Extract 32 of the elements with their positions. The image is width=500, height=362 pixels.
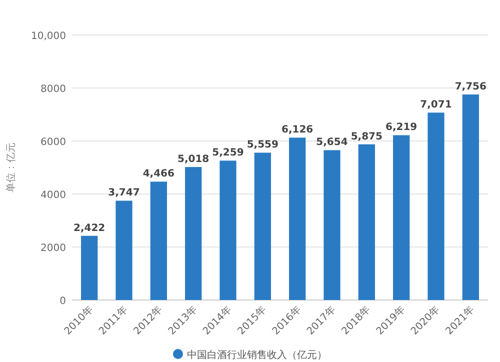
y-tick-label: 4000 (40, 190, 66, 201)
bar (358, 144, 375, 300)
y-tick-label: 10,000 (31, 31, 66, 42)
data-label: 5,654 (316, 137, 348, 148)
bar (254, 152, 271, 300)
y-tick-label: 0 (60, 296, 66, 307)
data-label: 6,126 (282, 124, 314, 136)
bar (185, 167, 202, 300)
y-tick-label: 6000 (40, 137, 66, 148)
data-label: 3,747 (108, 188, 140, 199)
data-label: 5,018 (178, 154, 210, 166)
y-tick-label: 2000 (40, 243, 66, 254)
bar (428, 112, 444, 300)
y-tick-label: 8000 (40, 84, 66, 95)
data-label: 7,756 (454, 81, 487, 92)
legend-label: 中国白酒行业销售收入（亿元） (187, 349, 327, 361)
bar (289, 138, 306, 300)
data-label: 5,259 (212, 148, 244, 159)
bar (324, 150, 340, 300)
bar (462, 94, 479, 300)
data-label: 2,422 (74, 222, 106, 234)
bar (150, 182, 167, 300)
bar (81, 236, 98, 300)
data-label: 5,559 (246, 140, 279, 151)
data-label: 7,071 (420, 100, 452, 111)
data-label: 6,219 (386, 122, 418, 134)
data-label: 4,466 (142, 168, 175, 180)
y-axis-title: 单位：亿元 (5, 142, 17, 192)
bar (116, 200, 132, 300)
bar (393, 135, 410, 300)
bar (220, 160, 236, 300)
data-label: 5,875 (350, 131, 383, 142)
